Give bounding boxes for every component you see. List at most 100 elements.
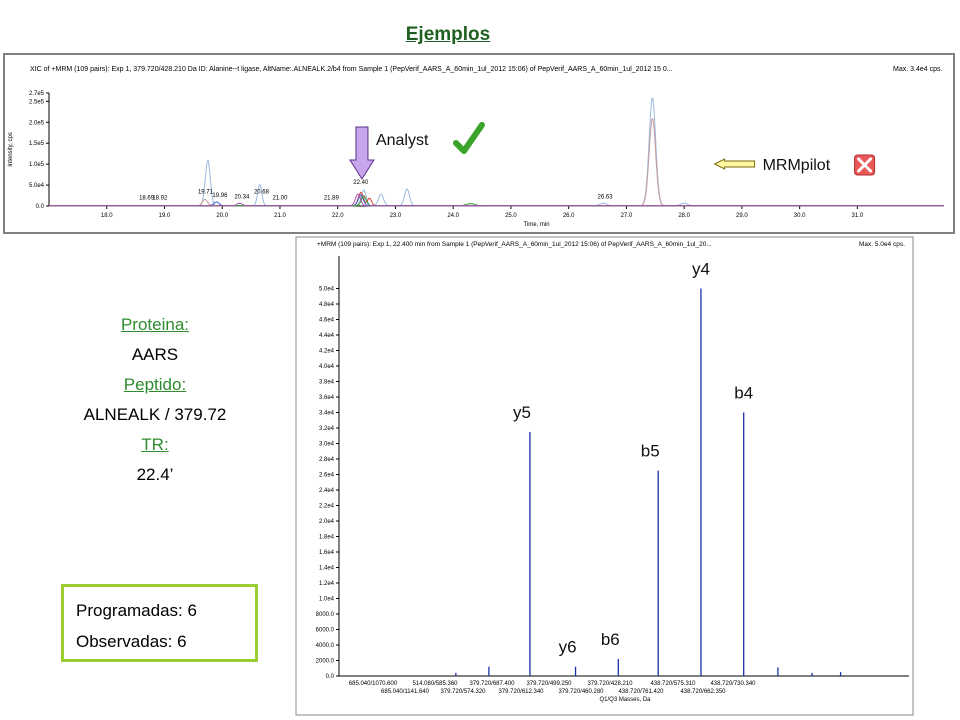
spectrum-y-tick-label: 4.6e4 <box>319 318 335 324</box>
spectrum-frame <box>295 236 914 716</box>
spectrum-x-tick-label: 514.080/585.360 <box>412 681 458 687</box>
check-icon <box>452 122 485 154</box>
xic-chart: 0.0 5.0e4 1.0e5 1.5e5 2.0e5 2.5e5 2.7e5 18.0 19.… <box>8 91 944 228</box>
summary-box: Programadas: 6 Observadas: 6 <box>61 584 258 662</box>
xic-x-tick-label: 22.0 <box>332 213 344 219</box>
spectrum-y-tick-label: 3.6e4 <box>319 395 335 401</box>
spectrum-y-tick-label: 4000.0 <box>316 643 335 649</box>
spectrum-y-tick-label: 0.0 <box>326 674 335 680</box>
xic-y-tick-label: 2.0e5 <box>29 120 45 126</box>
spectrum-y-tick-label: 2.0e4 <box>319 519 335 525</box>
xic-series-0 <box>49 98 944 207</box>
xic-panel <box>3 53 955 234</box>
xic-x-tick-label: 27.0 <box>621 213 633 219</box>
xic-header: XIC of +MRM (109 pairs): Exp 1, 379.720/… <box>30 66 673 73</box>
programmed-count: Programadas: 6 <box>76 601 197 620</box>
spectrum-y-tick-label: 4.8e4 <box>319 302 335 308</box>
protein-value: AARS <box>131 345 179 364</box>
xic-peak-label: 18.92 <box>152 196 168 202</box>
spectrum-y-tick-label: 3.8e4 <box>319 380 335 386</box>
spectrum-y-tick-label: 2.8e4 <box>319 457 335 463</box>
xic-y-axis-label: Intensity, cps <box>8 132 14 167</box>
spectrum-y-tick-label: 6000.0 <box>316 628 335 634</box>
protein-label: Proteina: <box>120 315 190 334</box>
peak-label-y4: y4 <box>692 260 710 279</box>
spectrum-x-tick-label: 379.720/612.340 <box>498 689 544 695</box>
spectrum-y-tick-label: 8000.0 <box>316 612 335 618</box>
spectrum-y-tick-label: 2.4e4 <box>319 488 335 494</box>
xic-x-tick-label: 31.0 <box>852 213 864 219</box>
spectrum-y-tick-label: 1.0e4 <box>319 597 335 603</box>
xic-x-tick-label: 24.0 <box>447 213 459 219</box>
analyst-arrow-icon <box>349 126 375 180</box>
spectrum-max-label: Max. 5.0e4 cps. <box>859 241 905 248</box>
spectrum-y-tick-label: 1.6e4 <box>319 550 335 556</box>
xic-x-tick-label: 23.0 <box>390 213 402 219</box>
xic-y-tick-label: 0.0 <box>36 204 45 210</box>
xic-x-tick-label: 25.0 <box>505 213 517 219</box>
spectrum-chart: +MRM (109 pairs): Exp 1, 22.400 min from… <box>295 236 914 716</box>
spectrum-x-tick-label: 379.720/460.280 <box>558 689 604 695</box>
xic-x-axis-label: Time, min <box>523 222 549 228</box>
spectrum-x-tick-label: 379.720/499.250 <box>526 681 572 687</box>
peptide-value: ALNEALK / 379.72 <box>83 405 227 424</box>
spectrum-y-tick-label: 4.4e4 <box>319 333 335 339</box>
spectrum-y-tick-label: 1.8e4 <box>319 535 335 541</box>
xic-x-tick-label: 18.0 <box>101 213 113 219</box>
xic-peak-label: 26.63 <box>598 194 614 200</box>
peptide-label: Peptido: <box>123 375 187 394</box>
spectrum-x-tick-label: 438.720/575.310 <box>650 681 696 687</box>
spectrum-x-tick-label: 685.040/1141.640 <box>381 689 430 695</box>
xic-series-5 <box>49 193 944 207</box>
tr-label: TR: <box>141 435 169 454</box>
xic-y-tick-label: 2.5e5 <box>29 99 45 105</box>
xic-max-label: Max. 3.4e4 cps. <box>893 66 943 73</box>
spectrum-y-tick-label: 2.2e4 <box>319 504 335 510</box>
peak-label-y6: y6 <box>559 638 577 657</box>
xic-peak-label: 18.69 <box>139 196 155 202</box>
spectrum-y-tick-label: 5.0e4 <box>319 287 335 293</box>
peak-label-b5: b5 <box>641 442 660 461</box>
xic-x-tick-label: 20.0 <box>216 213 228 219</box>
xic-y-tick-label: 2.7e5 <box>29 91 45 97</box>
xic-x-tick-label: 26.0 <box>563 213 575 219</box>
spectrum-y-tick-label: 4.2e4 <box>319 349 335 355</box>
spectrum-y-tick-label: 1.4e4 <box>319 566 335 572</box>
spectrum-x-tick-label: 379.720/574.320 <box>440 689 486 695</box>
spectrum-x-tick-label: 379.720/428.210 <box>587 681 633 687</box>
spectrum-y-tick-label: 3.2e4 <box>319 426 335 432</box>
xic-x-tick-label: 21.0 <box>274 213 286 219</box>
xic-peak-label: 21.89 <box>324 196 340 202</box>
spectrum-y-tick-label: 2000.0 <box>316 659 335 665</box>
xic-peak-label: 19.96 <box>212 193 228 199</box>
cross-mark <box>857 157 873 173</box>
mrmpilot-arrow-icon <box>713 158 756 170</box>
spectrum-x-tick-label: 438.720/662.350 <box>680 689 726 695</box>
xic-x-tick-label: 19.0 <box>159 213 171 219</box>
xic-y-tick-label: 1.0e5 <box>29 162 45 168</box>
spectrum-y-tick-label: 1.2e4 <box>319 581 335 587</box>
xic-x-tick-label: 30.0 <box>794 213 806 219</box>
xic-peak-label: 21.00 <box>272 196 288 202</box>
xic-x-tick-label: 28.0 <box>678 213 690 219</box>
observed-count: Observadas: 6 <box>76 632 187 651</box>
spectrum-x-axis-label: Q1/Q3 Masses, Da <box>599 697 651 703</box>
xic-peak-label: 20.68 <box>254 189 270 195</box>
spectrum-y-tick-label: 4.0e4 <box>319 364 335 370</box>
spectrum-header: +MRM (109 pairs): Exp 1, 22.400 min from… <box>317 241 712 248</box>
peptide-info: Proteina: AARS Peptido: ALNEALK / 379.72… <box>60 310 250 490</box>
spectrum-x-tick-label: 685.040/1070.600 <box>349 681 398 687</box>
analyst-label: Analyst <box>376 132 429 149</box>
page-title: Ejemplos <box>405 24 491 45</box>
xic-peak-label: 22.40 <box>353 180 369 186</box>
spectrum-x-tick-label: 438.720/761.420 <box>618 689 664 695</box>
xic-y-tick-label: 1.5e5 <box>29 141 45 147</box>
xic-series-2 <box>49 191 944 207</box>
peak-label-b6: b6 <box>601 630 620 649</box>
xic-y-tick-label: 5.0e4 <box>29 183 45 189</box>
tr-value: 22.4’ <box>136 465 174 484</box>
xic-series-4 <box>49 196 944 207</box>
xic-series-3 <box>49 194 944 207</box>
xic-peak-label: 20.34 <box>234 194 250 200</box>
mrmpilot-label: MRMpilot <box>763 157 831 174</box>
